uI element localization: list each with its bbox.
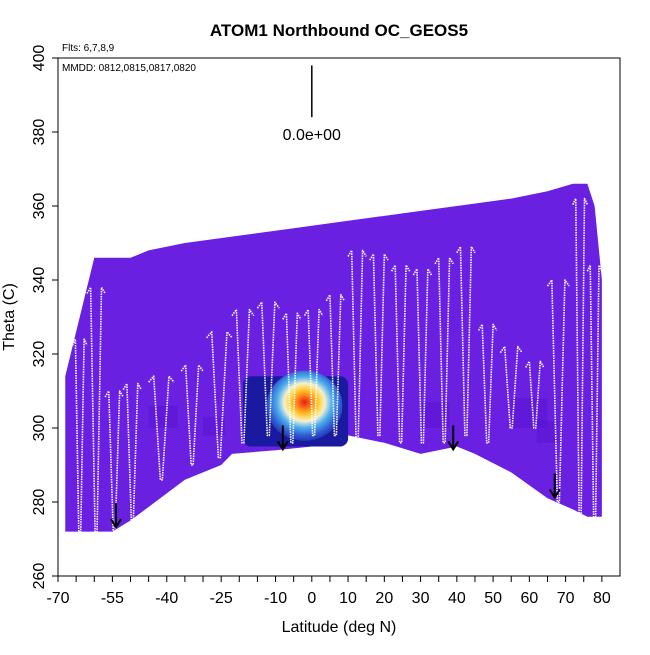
- tropopause-arrow: [447, 425, 460, 452]
- dates-note: MMDD: 0812,0815,0817,0820: [62, 63, 196, 74]
- y-tick-label: 260: [31, 563, 48, 590]
- flight-track: [148, 375, 175, 481]
- x-tick-label: -40: [155, 590, 178, 607]
- arrow-head: [276, 440, 289, 452]
- flight-track: [456, 245, 476, 437]
- x-tick-label: 60: [520, 590, 538, 607]
- x-tick-label: 80: [593, 590, 611, 607]
- flight-track: [477, 323, 498, 444]
- arrow-head: [447, 440, 460, 452]
- x-tick-label: 10: [339, 590, 357, 607]
- field-shade-patch: [536, 420, 559, 443]
- flight-track: [104, 390, 124, 533]
- flight-track: [282, 312, 302, 444]
- flight-track: [122, 382, 143, 522]
- flight-track: [525, 360, 545, 429]
- field-shade-patch: [420, 402, 450, 428]
- tropopause-arrow: [548, 473, 561, 500]
- flight-track: [86, 286, 106, 533]
- scale-label: 0.0e+00: [283, 127, 341, 144]
- chart-title: ATOM1 Northbound OC_GEOS5: [210, 21, 468, 40]
- flight-track: [434, 257, 454, 444]
- hotspot-core: [266, 370, 343, 441]
- tropopause-arrow: [276, 425, 289, 452]
- x-tick-label: -55: [101, 590, 124, 607]
- x-axis-title: Latitude (deg N): [282, 619, 397, 636]
- flight-track: [303, 308, 324, 437]
- flight-track: [546, 279, 570, 503]
- field-shade-patch: [203, 416, 225, 436]
- flight-track: [256, 301, 280, 437]
- field-shade-patch: [148, 405, 178, 428]
- y-tick-label: 400: [31, 45, 48, 72]
- flight-track: [412, 268, 433, 444]
- x-tick-label: -70: [46, 590, 69, 607]
- y-tick-label: 360: [31, 193, 48, 220]
- x-axis: -70 -55 -40 -25 -10 0 10 20 30 40 50 60 70 80: [46, 575, 620, 607]
- flight-track: [572, 197, 589, 518]
- flights-note: Flts: 6,7,8,9: [62, 43, 115, 54]
- y-tick-label: 320: [31, 341, 48, 368]
- x-tick-label: 20: [375, 590, 393, 607]
- flight-track: [231, 308, 255, 444]
- hotspot-layer: [242, 370, 349, 447]
- tropopause-arrow-layer: [110, 425, 561, 529]
- flight-track: [390, 264, 411, 444]
- flight-track-layer: [71, 197, 603, 533]
- y-tick-label: 280: [31, 489, 48, 516]
- flight-track: [586, 264, 603, 518]
- y-tick-label: 340: [31, 267, 48, 294]
- x-tick-label: 40: [448, 590, 466, 607]
- flight-track: [369, 253, 389, 437]
- model-field-area: [65, 183, 602, 532]
- x-tick-label: -25: [210, 590, 233, 607]
- arrow-head: [548, 488, 561, 500]
- x-tick-label: 70: [557, 590, 575, 607]
- x-tick-label: 0: [307, 590, 316, 607]
- x-tick-label: 50: [484, 590, 502, 607]
- y-tick-label: 300: [31, 415, 48, 442]
- field-layer: [65, 183, 602, 532]
- flight-track: [499, 345, 523, 429]
- flight-track: [347, 249, 367, 444]
- y-axis-title: Theta (C): [1, 283, 18, 351]
- y-tick-label: 380: [31, 119, 48, 146]
- x-tick-label: 30: [412, 590, 430, 607]
- arrow-head: [110, 518, 122, 529]
- flight-track: [325, 294, 346, 437]
- flight-track: [180, 364, 204, 466]
- x-tick-label: -10: [264, 590, 287, 607]
- flight-track: [206, 331, 233, 459]
- scale-layer: 0.0e+00: [283, 65, 341, 144]
- tropopause-arrow: [110, 503, 122, 529]
- y-axis: 260 280 300 320 340 360 380 400: [31, 45, 59, 590]
- flight-track: [71, 338, 88, 533]
